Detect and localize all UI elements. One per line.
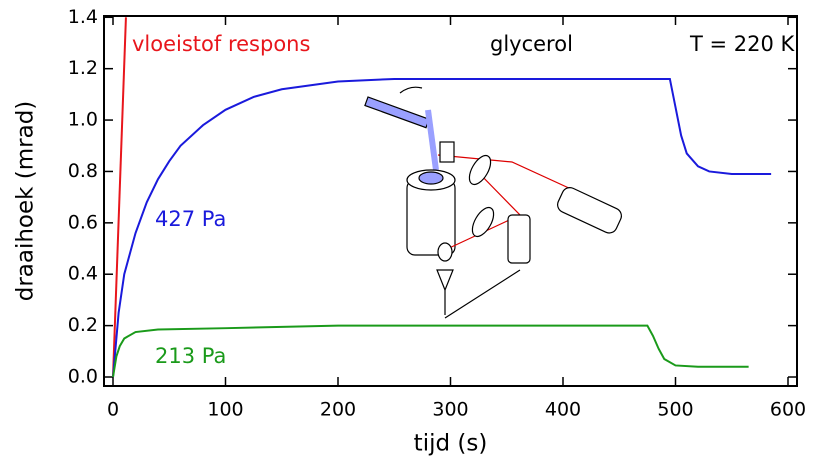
series-label: 427 Pa xyxy=(155,207,226,231)
inset-diagram xyxy=(364,86,622,319)
x-tick-label: 500 xyxy=(657,399,693,421)
y-axis-label: draaihoek (mrad) xyxy=(13,101,39,302)
y-tick-label: 1.2 xyxy=(68,57,98,79)
x-tick-label: 200 xyxy=(320,399,356,421)
annotation: glycerol xyxy=(490,32,573,56)
y-tick-label: 0.4 xyxy=(68,263,98,285)
plot-frame xyxy=(103,15,798,387)
x-tick-label: 400 xyxy=(545,399,581,421)
y-tick-label: 0.6 xyxy=(68,211,98,233)
series-label: vloeistof respons xyxy=(132,32,310,56)
x-tick-label: 300 xyxy=(432,399,468,421)
y-tick-label: 1.4 xyxy=(68,6,98,28)
y-tick-label: 0.2 xyxy=(68,314,98,336)
y-tick-label: 1.0 xyxy=(68,109,98,131)
x-tick-label: 100 xyxy=(207,399,243,421)
y-tick-label: 0.8 xyxy=(68,160,98,182)
series-label: 213 Pa xyxy=(155,344,226,368)
series-line xyxy=(112,17,127,378)
y-tick-label: 0.0 xyxy=(68,366,98,388)
series-line xyxy=(112,324,749,378)
x-tick-label: 600 xyxy=(770,399,806,421)
x-axis-label: tijd (s) xyxy=(414,431,488,457)
x-tick-label: 0 xyxy=(107,399,119,421)
series-line xyxy=(112,77,772,378)
annotation: T = 220 K xyxy=(689,32,796,56)
